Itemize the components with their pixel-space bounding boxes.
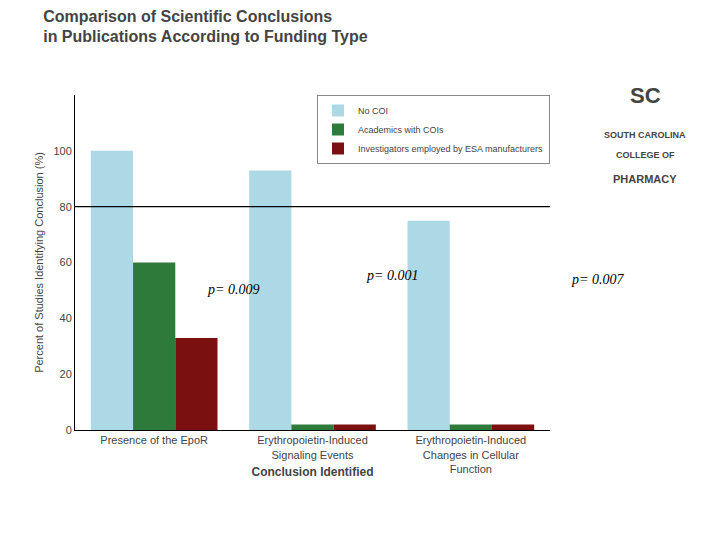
svg-text:SOUTH CAROLINA: SOUTH CAROLINA <box>604 130 686 140</box>
svg-text:Presence of the EpoR: Presence of the EpoR <box>100 434 208 446</box>
svg-text:p= 0.001: p= 0.001 <box>366 268 418 283</box>
svg-text:60: 60 <box>60 256 72 268</box>
svg-text:20: 20 <box>60 368 72 380</box>
svg-text:Academics with COIs: Academics with COIs <box>358 125 444 135</box>
svg-text:No COI: No COI <box>358 106 388 116</box>
svg-text:Comparison of Scientific Concl: Comparison of Scientific Conclusionsin P… <box>43 8 368 46</box>
svg-text:Investigators employed by ESA: Investigators employed by ESA manufactur… <box>358 144 543 154</box>
svg-text:0: 0 <box>66 424 72 436</box>
svg-text:40: 40 <box>60 312 72 324</box>
svg-text:COLLEGE OF: COLLEGE OF <box>616 150 675 160</box>
svg-text:Conclusion Identified: Conclusion Identified <box>252 465 374 479</box>
svg-text:p= 0.009: p= 0.009 <box>207 282 259 297</box>
svg-text:100: 100 <box>53 145 71 157</box>
svg-text:p= 0.007: p= 0.007 <box>571 272 624 287</box>
svg-text:PHARMACY: PHARMACY <box>613 173 677 185</box>
svg-text:80: 80 <box>60 201 72 213</box>
svg-text:Erythropoietin-InducedChanges: Erythropoietin-InducedChanges in Cellula… <box>415 434 526 475</box>
svg-text:Erythropoietin-InducedSignalin: Erythropoietin-InducedSignaling Events <box>257 434 368 460</box>
svg-text:Percent of Studies Identifying: Percent of Studies Identifying Conclusio… <box>33 152 45 373</box>
svg-text:SC: SC <box>630 83 661 108</box>
